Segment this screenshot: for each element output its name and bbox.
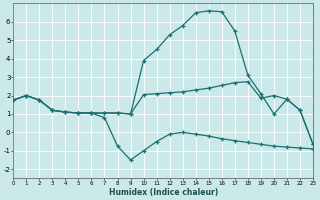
X-axis label: Humidex (Indice chaleur): Humidex (Indice chaleur) <box>108 188 218 197</box>
